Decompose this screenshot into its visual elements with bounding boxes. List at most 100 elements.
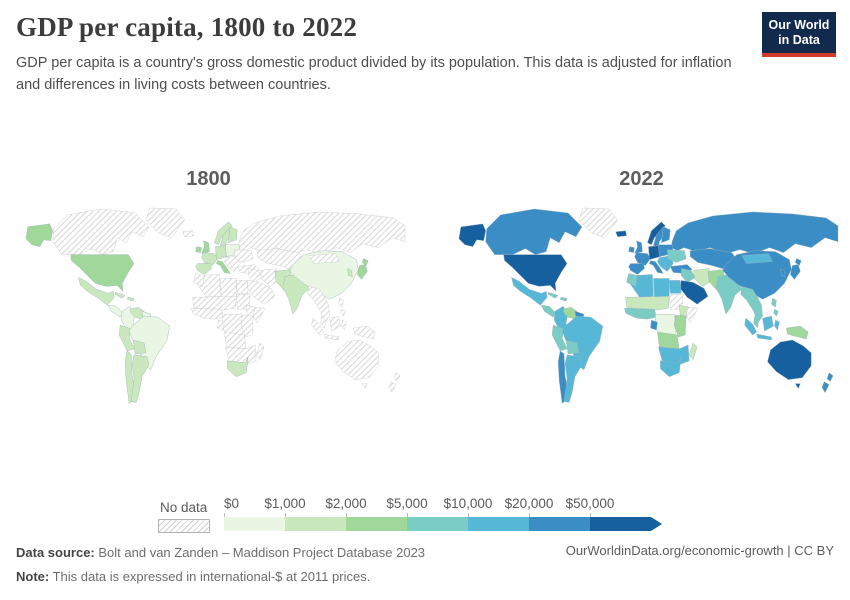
region-usa[interactable] [70,254,135,292]
region-caribbean[interactable] [126,297,135,302]
region-russia[interactable] [238,211,406,254]
region-iberia[interactable] [195,263,212,275]
region-indonesia[interactable] [774,319,780,331]
region-greenland[interactable] [578,207,618,238]
region-eastafrica[interactable] [241,314,254,338]
region-canada[interactable] [52,208,150,255]
region-iberia[interactable] [628,263,645,275]
region-newzealand[interactable] [826,372,834,382]
region-britishisles[interactable] [195,246,202,253]
region-indonesia[interactable] [329,315,341,332]
region-iceland[interactable] [615,230,627,237]
region-morocco[interactable] [626,273,638,287]
region-westafrica[interactable] [624,308,657,320]
region-sahel[interactable] [192,296,237,311]
region-japan[interactable] [795,258,802,266]
region-seasia[interactable] [753,315,759,329]
region-ukraine[interactable] [667,249,687,263]
region-somalia[interactable] [685,307,699,324]
region-norway[interactable] [214,221,233,245]
region-britishisles[interactable] [628,246,635,253]
legend-bin-4[interactable] [468,517,529,531]
region-france[interactable] [201,252,218,266]
region-mongolia[interactable] [308,253,340,264]
region-libya[interactable] [220,278,237,298]
region-iceland[interactable] [182,230,194,237]
region-mongolia[interactable] [741,253,773,264]
region-china[interactable] [289,250,359,300]
region-newzealand[interactable] [821,381,830,393]
region-mexico[interactable] [511,277,548,306]
region-newzealand[interactable] [388,381,397,393]
legend-bin-5[interactable] [529,517,590,531]
region-saudiarabia[interactable] [247,280,276,305]
region-iran[interactable] [259,268,280,287]
legend-bin-2[interactable] [346,517,407,531]
region-somalia[interactable] [252,307,266,324]
region-saudiarabia[interactable] [680,280,709,305]
region-philippines[interactable] [773,309,779,317]
region-caribbean[interactable] [548,292,559,299]
region-philippines[interactable] [340,309,346,317]
region-japan[interactable] [790,264,801,280]
region-newguinea[interactable] [786,325,809,340]
region-madagascar[interactable] [255,342,265,361]
region-southafrica[interactable] [660,356,682,377]
region-egypt[interactable] [669,280,682,294]
legend-bin-3[interactable] [407,517,468,531]
region-caribbean[interactable] [559,297,568,302]
region-mideast[interactable] [247,268,263,283]
region-australia[interactable] [795,383,801,389]
region-mexico[interactable] [78,277,115,306]
region-mideast[interactable] [680,268,696,283]
region-seasia[interactable] [307,286,330,324]
region-newguinea[interactable] [353,325,376,340]
region-southafrica[interactable] [227,356,249,377]
region-norway[interactable] [647,221,666,245]
region-canada[interactable] [485,208,583,255]
legend-bin-0[interactable] [224,517,285,531]
region-germany[interactable] [215,245,228,260]
region-indonesia[interactable] [341,319,347,331]
region-indonesia[interactable] [323,333,339,341]
region-china[interactable] [722,250,792,300]
region-sahel[interactable] [625,296,670,311]
region-australia[interactable] [767,339,812,380]
region-france[interactable] [634,252,651,266]
region-centralamerica[interactable] [108,305,124,318]
region-usa[interactable] [503,254,568,292]
region-indonesia[interactable] [311,317,324,336]
region-westafrica[interactable] [191,308,224,320]
region-iran[interactable] [692,268,713,287]
region-indonesia[interactable] [756,333,772,341]
region-eastafrica[interactable] [674,314,687,338]
region-bolivia[interactable] [132,339,147,355]
region-finland[interactable] [228,226,238,243]
region-germany[interactable] [648,245,661,260]
region-britishisles[interactable] [201,240,210,254]
owid-logo[interactable]: Our World in Data [762,12,836,57]
region-seasia[interactable] [740,286,763,324]
region-indonesia[interactable] [744,317,757,336]
region-newzealand[interactable] [393,372,401,382]
region-ukraine[interactable] [234,249,254,263]
region-australia[interactable] [362,383,368,389]
region-libya[interactable] [653,278,670,298]
region-japan[interactable] [357,264,368,280]
region-japan[interactable] [362,258,369,266]
region-britishisles[interactable] [634,240,643,254]
region-philippines[interactable] [338,298,344,308]
region-madagascar[interactable] [688,342,698,361]
region-brazil[interactable] [128,315,170,370]
no-data-swatch[interactable] [158,519,210,533]
region-centralamerica[interactable] [541,305,557,318]
region-bolivia[interactable] [565,339,580,355]
region-brazil[interactable] [561,315,603,370]
region-indonesia[interactable] [762,315,774,332]
region-morocco[interactable] [193,273,205,287]
legend-bin-1[interactable] [285,517,346,531]
region-italy[interactable] [216,260,231,274]
region-russia[interactable] [671,211,839,254]
region-korea[interactable] [347,268,353,277]
region-italy[interactable] [649,260,664,274]
